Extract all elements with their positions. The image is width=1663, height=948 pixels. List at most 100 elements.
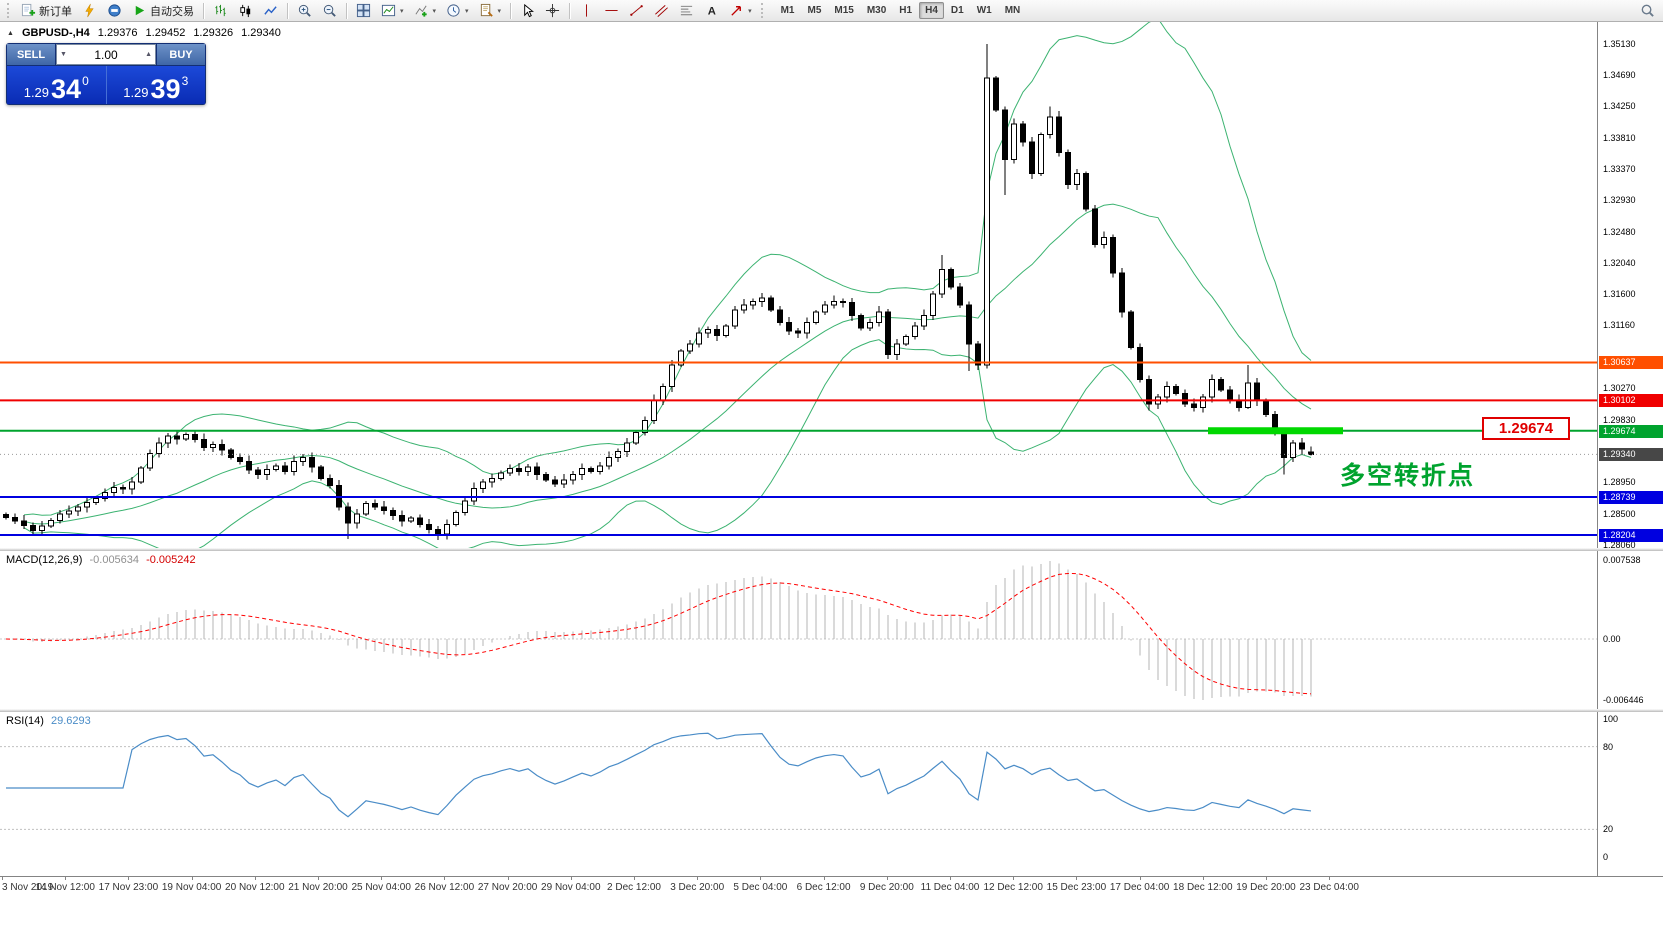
time-tick — [2, 877, 3, 880]
time-tick — [950, 877, 951, 880]
time-tick — [444, 877, 446, 880]
time-label: 29 Nov 04:00 — [541, 882, 601, 893]
time-tick — [760, 877, 762, 880]
arrows-tool-button[interactable]: ▾ — [725, 1, 756, 20]
price-chart-pane[interactable]: ▲ GBPUSD-,H4 1.29376 1.29452 1.29326 1.2… — [0, 22, 1663, 550]
toolbar-grip[interactable] — [760, 3, 766, 18]
rsi-axis: 100 80 20 0 — [1597, 712, 1663, 876]
support-highlight-bar — [1208, 427, 1343, 435]
timeframe-m30[interactable]: M30 — [866, 5, 887, 16]
pane-divider[interactable] — [0, 548, 1663, 551]
terminal-button[interactable] — [103, 1, 126, 20]
bar-chart-button[interactable] — [209, 1, 232, 20]
volume-decrease-button[interactable]: ▼ — [60, 51, 67, 58]
timeframe-h4[interactable]: H4 — [919, 2, 944, 19]
timeframe-m15[interactable]: M15 — [834, 5, 854, 16]
rsi-axis-label: 100 — [1603, 714, 1619, 724]
price-label: 1.30270 — [1603, 383, 1636, 394]
one-click-collapse-icon[interactable]: ▲ — [7, 29, 14, 37]
volume-increase-button[interactable]: ▲ — [145, 51, 152, 58]
time-tick — [318, 877, 319, 880]
one-click-trading-panel: SELL ▼ 1.00 ▲ BUY 1.29 34 0 1.29 39 3 — [6, 43, 206, 105]
trendline-tool-button[interactable] — [625, 1, 648, 20]
price-tag: 1.28739 — [1599, 491, 1663, 505]
tile-windows-button[interactable] — [352, 1, 375, 20]
crosshair-tool-button[interactable] — [541, 1, 564, 20]
search-button[interactable] — [1636, 1, 1659, 20]
time-tick — [128, 877, 130, 880]
template-icon — [480, 3, 493, 17]
channel-icon — [655, 4, 668, 17]
sell-button[interactable]: SELL — [7, 44, 55, 65]
price-label: 1.34690 — [1603, 70, 1636, 81]
volume-stepper[interactable]: ▼ 1.00 ▲ — [56, 44, 156, 65]
time-label: 14 Nov 12:00 — [35, 882, 95, 893]
pane-divider[interactable] — [0, 709, 1663, 712]
buy-button[interactable]: BUY — [157, 44, 205, 65]
time-tick — [886, 877, 888, 880]
zoom-in-icon — [298, 4, 311, 17]
toolbar-grip[interactable] — [7, 3, 12, 18]
time-label: 19 Dec 20:00 — [1236, 882, 1296, 893]
time-label: 18 Dec 12:00 — [1173, 882, 1233, 893]
sell-price-big: 34 — [51, 73, 82, 104]
price-tag: 1.30102 — [1599, 394, 1663, 408]
line-chart-button[interactable] — [259, 1, 282, 20]
zoom-in-button[interactable] — [293, 1, 316, 20]
time-tick — [1266, 877, 1267, 880]
text-tool-button[interactable]: A — [700, 1, 723, 20]
autotrading-button[interactable]: 自动交易 — [128, 1, 198, 20]
zoom-out-button[interactable] — [318, 1, 341, 20]
timeframe-d1[interactable]: D1 — [950, 5, 964, 16]
time-label: 17 Nov 23:00 — [98, 882, 159, 893]
timeframe-mn[interactable]: MN — [1004, 5, 1021, 16]
line-chart-icon — [264, 6, 277, 15]
templates-button[interactable]: ▾ — [475, 1, 506, 20]
timeframe-m5[interactable]: M5 — [807, 5, 822, 16]
timeframe-m1[interactable]: M1 — [780, 5, 795, 16]
time-label: 3 Nov 2019 — [2, 882, 54, 893]
buy-price[interactable]: 1.29 39 3 — [105, 66, 206, 104]
tile-windows-icon — [356, 3, 371, 18]
vertical-line-tool-button[interactable] — [575, 1, 598, 20]
horizontal-line-tool-button[interactable] — [600, 1, 623, 20]
time-tick — [191, 877, 193, 880]
time-label: 5 Dec 04:00 — [733, 882, 788, 893]
price-label: 1.33810 — [1603, 132, 1636, 143]
channel-tool-button[interactable] — [650, 1, 673, 20]
time-label: 19 Nov 04:00 — [161, 882, 222, 893]
sell-price-pip: 0 — [82, 74, 89, 88]
cursor-tool-button[interactable] — [516, 1, 539, 20]
candlestick-plot — [0, 22, 1597, 548]
clock-icon — [447, 4, 460, 17]
autotrading-play-icon — [135, 5, 145, 16]
timeframe-h1[interactable]: H1 — [899, 5, 913, 16]
new-chart-button[interactable]: ▾ — [377, 1, 408, 20]
macd-plot — [0, 560, 1597, 700]
metaeditor-button[interactable] — [78, 1, 101, 20]
fibonacci-tool-button[interactable] — [675, 1, 698, 20]
periods-button[interactable]: ▾ — [442, 1, 473, 20]
chevron-down-icon: ▾ — [432, 7, 437, 15]
cursor-icon — [524, 3, 535, 18]
rsi-pane[interactable]: RSI(14) 29.6293 100 80 20 0 — [0, 712, 1663, 876]
rsi-plot — [0, 732, 1597, 830]
turning-point-annotation: 多空转折点 — [1340, 462, 1476, 490]
time-tick — [1139, 877, 1141, 880]
lightning-icon — [85, 3, 94, 18]
new-order-button[interactable]: 新订单 — [17, 1, 76, 20]
svg-text:A: A — [708, 6, 716, 18]
timeframe-w1[interactable]: W1 — [976, 5, 992, 16]
candlestick-chart-button[interactable] — [234, 1, 257, 20]
indicators-button[interactable]: ▾ — [410, 1, 441, 20]
volume-value[interactable]: 1.00 — [94, 47, 118, 62]
price-label: 1.29830 — [1603, 414, 1636, 425]
symbol-label: GBPUSD-,H4 — [21, 27, 90, 39]
price-label: 1.32930 — [1603, 194, 1636, 205]
price-label: 1.31160 — [1603, 320, 1635, 331]
indicators-icon — [415, 5, 427, 17]
time-label: 23 Dec 04:00 — [1299, 882, 1359, 893]
price-label: 1.28500 — [1603, 508, 1636, 519]
macd-pane[interactable]: MACD(12,26,9) -0.005634 -0.005242 0.0075… — [0, 551, 1663, 709]
sell-price[interactable]: 1.29 34 0 — [7, 66, 106, 104]
